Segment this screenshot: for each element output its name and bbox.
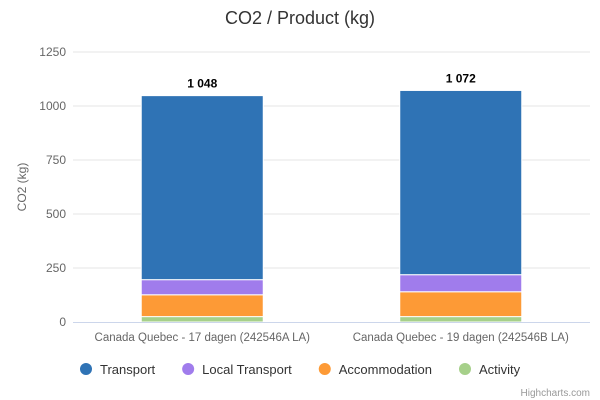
- x-tick-label: Canada Quebec - 17 dagen (242546A LA): [95, 332, 311, 344]
- legend-marker-icon[interactable]: [182, 363, 195, 375]
- total-label: 1 048: [187, 77, 217, 91]
- y-tick-label: 1000: [39, 99, 66, 113]
- y-tick-label: 500: [46, 207, 66, 221]
- legend-item-accommodation[interactable]: Accommodation: [339, 362, 432, 377]
- y-tick-label: 1250: [39, 45, 66, 59]
- legend-item-activity[interactable]: Activity: [479, 362, 521, 377]
- legend-marker-icon[interactable]: [318, 363, 331, 375]
- chart-title: CO2 / Product (kg): [225, 8, 375, 28]
- y-tick-label: 0: [59, 315, 66, 329]
- bar-accommodation[interactable]: [140, 294, 264, 318]
- credits-link[interactable]: Highcharts.com: [521, 388, 590, 399]
- bar-local-transport[interactable]: [140, 279, 264, 296]
- total-label: 1 072: [446, 71, 476, 85]
- bar-transport[interactable]: [399, 89, 523, 276]
- legend-marker-icon[interactable]: [80, 363, 92, 375]
- y-axis-label: CO2 (kg): [15, 163, 29, 212]
- legend-item-transport[interactable]: Transport: [100, 362, 156, 377]
- x-tick-label: Canada Quebec - 19 dagen (242546B LA): [353, 332, 569, 344]
- y-tick-label: 250: [46, 261, 66, 275]
- bar-activity[interactable]: [140, 316, 264, 323]
- y-tick-label: 750: [46, 153, 66, 167]
- legend-item-local-transport[interactable]: Local Transport: [202, 362, 292, 377]
- legend-marker-icon[interactable]: [458, 363, 471, 375]
- bar-activity[interactable]: [399, 316, 523, 323]
- bar-local-transport[interactable]: [399, 274, 523, 293]
- bar-transport[interactable]: [140, 95, 264, 281]
- bar-accommodation[interactable]: [399, 291, 523, 318]
